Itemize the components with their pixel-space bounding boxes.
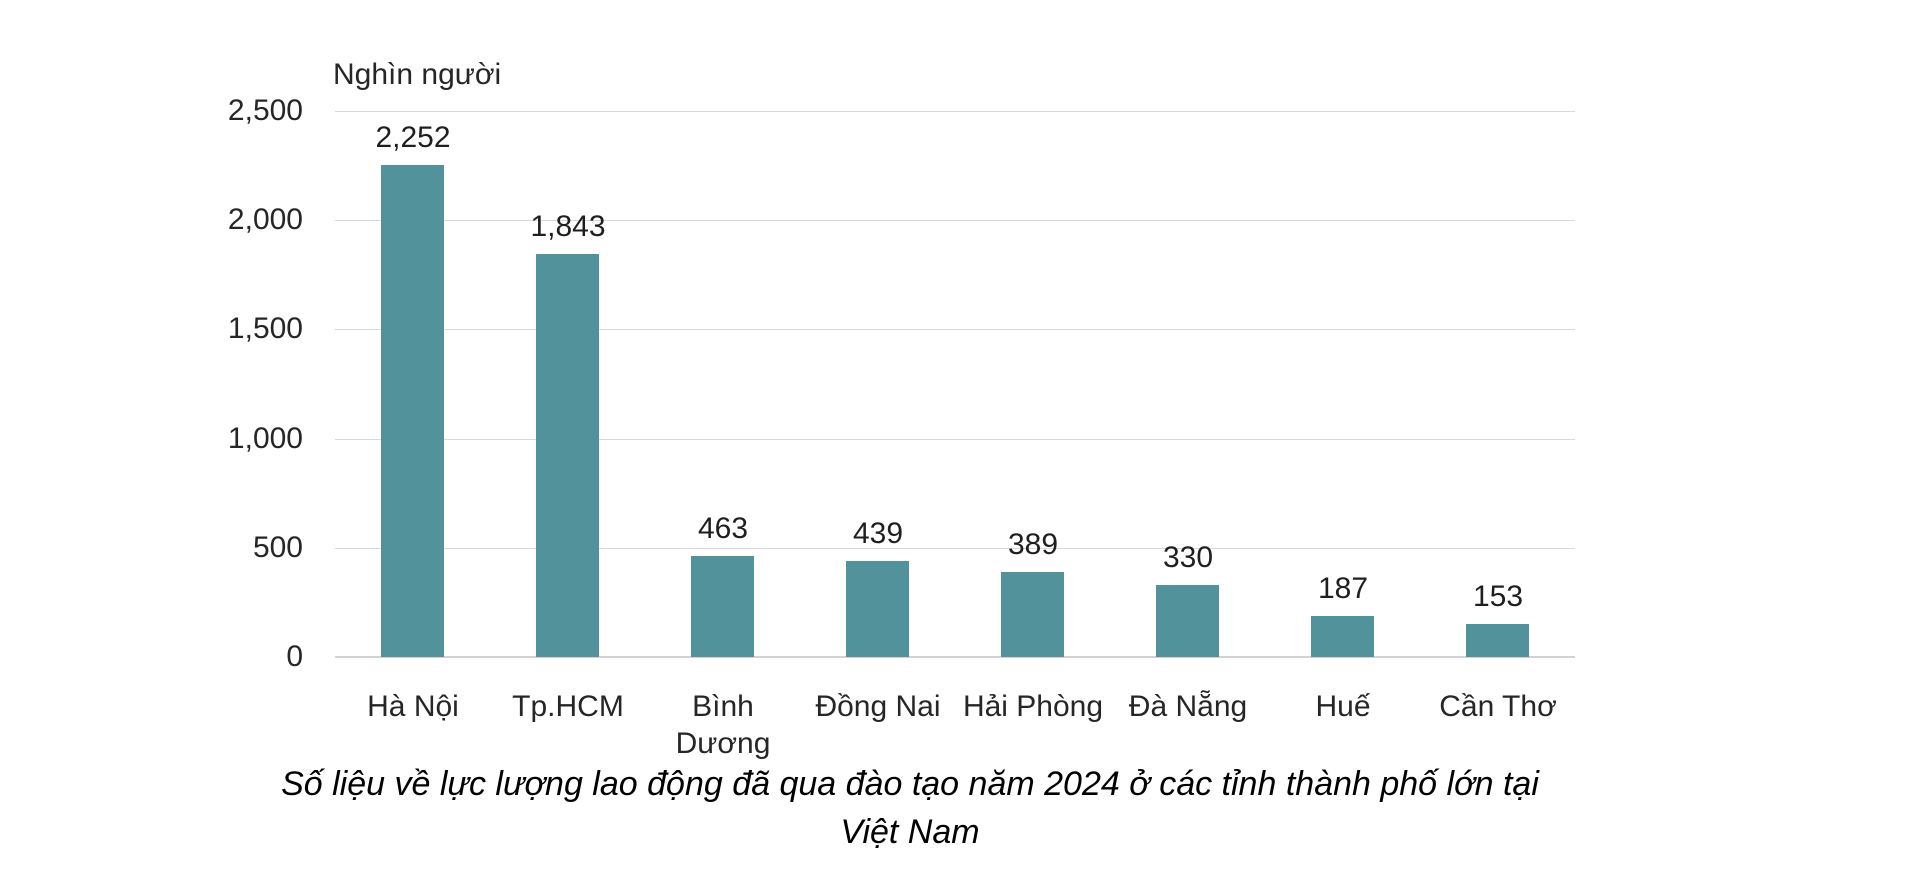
y-tick-label: 2,000 [227,203,303,236]
bar [1156,585,1219,657]
x-axis-label: Hà Nội [367,690,459,723]
bar [1466,624,1529,657]
bar-value-label: 439 [852,517,904,550]
x-axis-label: Bình Dương [675,690,771,760]
bar-value-label: 330 [1162,541,1214,574]
gridline [335,548,1575,549]
bar [846,561,909,657]
x-axis-label: Cần Thơ [1439,690,1557,723]
chart-caption: Số liệu về lực lượng lao động đã qua đào… [150,760,1670,856]
y-axis-unit-label: Nghìn người [333,58,502,91]
y-tick-label: 0 [286,640,303,673]
bar-value-label: 389 [1007,528,1059,561]
gridline [335,220,1575,221]
x-axis-label: Huế [1315,690,1371,723]
bar-value-label: 153 [1472,580,1524,613]
y-tick-label: 1,000 [227,422,303,455]
bar-value-label: 463 [697,512,749,545]
gridline [335,111,1575,112]
y-tick-label: 1,500 [227,312,303,345]
bar [1311,616,1374,657]
bar [691,556,754,657]
bar-value-label: 1,843 [530,210,606,243]
caption-line-2: Việt Nam [840,813,980,851]
caption-line-1: Số liệu về lực lượng lao động đã qua đào… [281,765,1539,803]
y-tick-label: 2,500 [227,94,303,127]
x-axis-line [335,656,1575,658]
x-axis-label: Đồng Nai [815,690,941,723]
bar-value-label: 187 [1317,572,1369,605]
x-axis-label: Tp.HCM [512,690,624,723]
bar [381,165,444,657]
bar [536,254,599,657]
y-tick-label: 500 [252,531,303,564]
gridline [335,439,1575,440]
x-axis-label: Đà Nẵng [1128,690,1248,723]
gridline [335,329,1575,330]
bar [1001,572,1064,657]
x-axis-label: Hải Phòng [962,690,1104,723]
bar-value-label: 2,252 [375,121,451,154]
